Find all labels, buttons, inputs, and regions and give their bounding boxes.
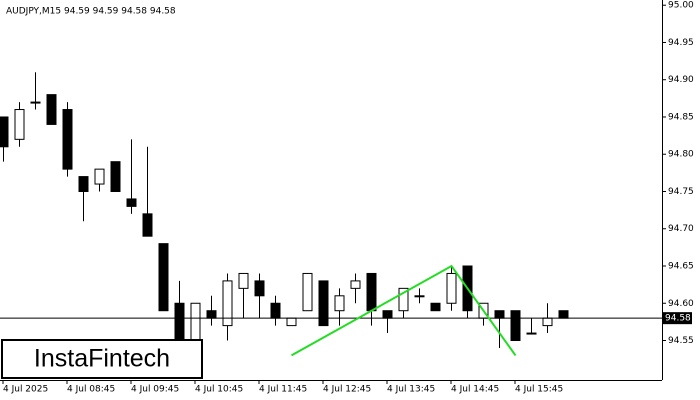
y-tick-label: 94.70 — [668, 224, 694, 234]
y-tick-label: 94.95 — [668, 38, 694, 48]
candle-body — [414, 295, 425, 298]
candle-body — [14, 109, 25, 140]
candle-body — [446, 272, 457, 304]
candle-body — [494, 310, 505, 319]
pattern-line — [291, 264, 517, 357]
candle-body — [510, 310, 521, 342]
candle-body — [126, 198, 137, 207]
x-tick-label: 4 Jul 14:45 — [451, 385, 499, 395]
candle-body — [398, 287, 409, 312]
candle-body — [286, 317, 297, 327]
candle-body — [158, 243, 169, 312]
y-tick-label: 94.60 — [668, 299, 694, 309]
candle-body — [526, 332, 537, 335]
logo-box — [1, 339, 203, 379]
x-tick-label: 4 Jul 09:45 — [131, 385, 179, 395]
x-tick-label: 4 Jul 15:45 — [515, 385, 563, 395]
candle-body — [94, 168, 105, 185]
candle-body — [46, 94, 57, 125]
candle-body — [350, 280, 361, 289]
x-tick-label: 4 Jul 2025 — [3, 385, 48, 395]
y-tick-label: 94.85 — [668, 112, 694, 122]
y-tick-label: 94.75 — [668, 187, 694, 197]
logo: InstaFintech — [34, 345, 170, 373]
candle-body — [30, 101, 41, 104]
y-tick-label: 95.00 — [668, 1, 694, 11]
chart-title: AUDJPY,M15 94.59 94.59 94.58 94.58 — [6, 7, 176, 17]
candle-body — [78, 176, 89, 192]
x-tick-label: 4 Jul 10:45 — [195, 385, 243, 395]
candle-body — [110, 161, 121, 192]
candle-body — [558, 310, 569, 319]
candle-body — [190, 302, 201, 342]
candle-body — [174, 302, 185, 342]
candle-body — [430, 302, 441, 312]
y-tick-label: 94.90 — [668, 75, 694, 85]
candle-body — [206, 310, 217, 319]
y-tick-label: 94.80 — [668, 150, 694, 160]
candle-body — [0, 116, 9, 148]
y-tick-label: 94.65 — [668, 262, 694, 272]
last-price-box — [662, 312, 692, 325]
x-tick-label: 4 Jul 13:45 — [387, 385, 435, 395]
candle-body — [334, 295, 345, 312]
candle-body — [382, 310, 393, 319]
last-price-label: 94.58 — [665, 314, 691, 324]
y-tick-label: 94.55 — [668, 336, 694, 346]
candle-body — [222, 280, 233, 327]
candle-body — [302, 272, 313, 312]
candle-body — [238, 272, 249, 289]
candle-body — [270, 302, 281, 319]
x-tick-label: 4 Jul 08:45 — [67, 385, 115, 395]
x-tick-label: 4 Jul 12:45 — [323, 385, 371, 395]
candle-body — [318, 280, 329, 327]
candle-body — [542, 317, 553, 327]
x-tick-label: 4 Jul 11:45 — [259, 385, 307, 395]
candle-body — [142, 213, 153, 237]
candle-body — [62, 109, 73, 170]
candle-body — [254, 280, 265, 297]
candle-body — [366, 272, 377, 312]
